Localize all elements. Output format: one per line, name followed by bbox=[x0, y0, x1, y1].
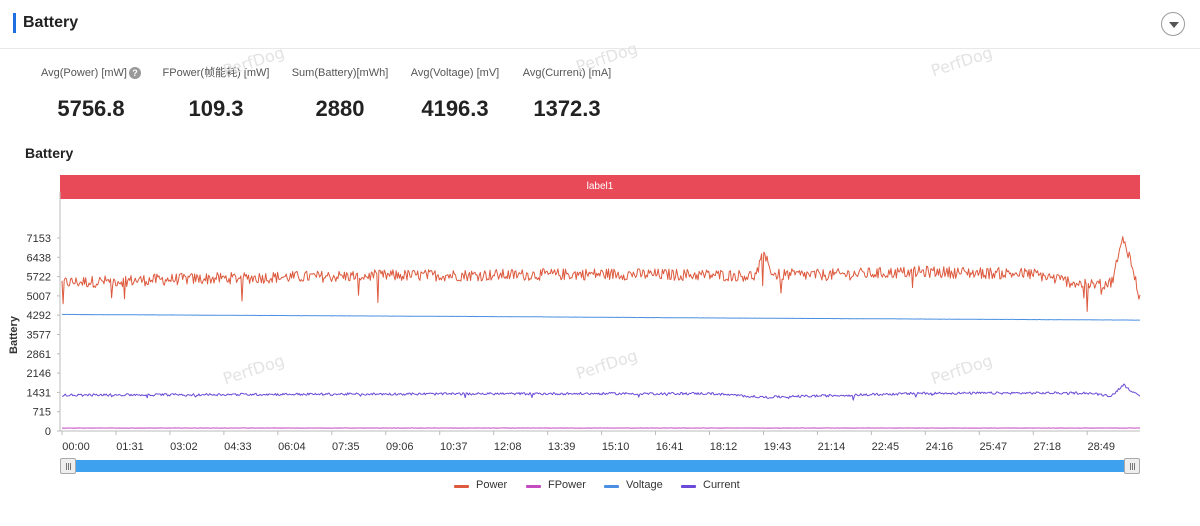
y-tick-label: 7153 bbox=[27, 233, 51, 245]
metric-avg-current: Avg(Current) [mA] 1372.3 bbox=[517, 64, 617, 122]
metrics-summary: Avg(Power) [mW]? 5756.8 FPower(帧能耗) [mW]… bbox=[0, 64, 700, 134]
legend-label: FPower bbox=[548, 479, 586, 491]
metric-label-text: Avg(Power) [mW] bbox=[41, 67, 127, 79]
metric-value: 2880 bbox=[315, 96, 365, 121]
metric-avg-power: Avg(Power) [mW]? 5756.8 bbox=[36, 64, 146, 122]
chart-section-title: Battery bbox=[25, 145, 74, 161]
series-line-voltage bbox=[62, 313, 1140, 321]
x-tick-label: 04:33 bbox=[224, 441, 252, 453]
label-band[interactable]: label1 bbox=[60, 175, 1140, 199]
chart-series bbox=[61, 236, 1141, 429]
y-tick-label: 0 bbox=[45, 426, 51, 438]
x-tick-label: 03:02 bbox=[170, 441, 198, 453]
x-tick-label: 21:14 bbox=[818, 441, 846, 453]
metric-sum-battery: Sum(Battery)[mWh] 2880 bbox=[285, 64, 395, 122]
x-tick-label: 18:12 bbox=[710, 441, 738, 453]
slider-track[interactable] bbox=[70, 460, 1130, 472]
x-tick-label: 09:06 bbox=[386, 441, 414, 453]
header-accent-bar bbox=[13, 13, 16, 33]
panel-title: Battery bbox=[23, 14, 79, 31]
y-tick-label: 1431 bbox=[27, 387, 51, 399]
legend-swatch bbox=[681, 485, 696, 488]
metric-value: 1372.3 bbox=[533, 96, 601, 121]
metric-value: 4196.3 bbox=[421, 96, 489, 121]
metric-avg-voltage: Avg(Voltage) [mV] 4196.3 bbox=[405, 64, 505, 122]
metric-label: FPower(帧能耗) [mW] bbox=[162, 67, 270, 79]
y-tick-label: 2861 bbox=[27, 349, 51, 361]
collapse-button[interactable] bbox=[1161, 12, 1185, 36]
slider-handle-right[interactable] bbox=[1124, 458, 1140, 474]
x-tick-label: 24:16 bbox=[926, 441, 954, 453]
x-tick-label: 16:41 bbox=[656, 441, 684, 453]
metric-fpower: FPower(帧能耗) [mW] 109.3 bbox=[160, 64, 272, 122]
y-tick-label: 3577 bbox=[27, 329, 51, 341]
help-icon[interactable]: ? bbox=[128, 67, 141, 79]
metric-label: Avg(Power) [mW]? bbox=[36, 64, 146, 82]
legend-label: Current bbox=[703, 479, 740, 491]
slider-handle-left[interactable] bbox=[60, 458, 76, 474]
x-tick-label: 25:47 bbox=[980, 441, 1008, 453]
panel-header: Battery bbox=[0, 0, 1200, 49]
metric-label: Sum(Battery)[mWh] bbox=[291, 67, 389, 79]
chevron-down-icon bbox=[1169, 22, 1179, 28]
y-tick-label: 2146 bbox=[27, 368, 51, 380]
x-tick-label: 07:35 bbox=[332, 441, 360, 453]
legend-swatch bbox=[454, 485, 469, 488]
x-tick-label: 15:10 bbox=[602, 441, 630, 453]
x-tick-label: 13:39 bbox=[548, 441, 576, 453]
x-tick-label: 19:43 bbox=[764, 441, 792, 453]
legend-swatch bbox=[526, 485, 541, 488]
time-range-slider[interactable] bbox=[60, 458, 1140, 474]
x-tick-label: 06:04 bbox=[278, 441, 306, 453]
series-line-power bbox=[61, 236, 1141, 312]
metric-value: 109.3 bbox=[188, 96, 244, 121]
chart-axes: 0 715 1431 2146 2861 3577 4292 5007 5722 6438 7153… bbox=[8, 192, 1140, 453]
y-tick-label: 5722 bbox=[27, 272, 51, 284]
y-axis-label: Battery bbox=[8, 315, 20, 354]
series-line-current bbox=[61, 383, 1141, 401]
legend-label: Voltage bbox=[626, 479, 663, 491]
y-tick-label: 715 bbox=[33, 407, 51, 419]
chart-legend: Power FPower Voltage Current bbox=[0, 478, 1200, 496]
x-tick-label: 12:08 bbox=[494, 441, 522, 453]
y-tick-label: 5007 bbox=[27, 291, 51, 303]
y-tick-label: 4292 bbox=[27, 310, 51, 322]
x-tick-label: 22:45 bbox=[872, 441, 900, 453]
legend-swatch bbox=[604, 485, 619, 488]
y-tick-label: 6438 bbox=[27, 252, 51, 264]
x-tick-label: 00:00 bbox=[62, 441, 90, 453]
legend-label: Power bbox=[476, 479, 508, 491]
metric-label: Avg(Current) [mA] bbox=[522, 67, 612, 79]
metric-label: Avg(Voltage) [mV] bbox=[410, 67, 500, 79]
x-tick-label: 27:18 bbox=[1034, 441, 1062, 453]
x-tick-label: 10:37 bbox=[440, 441, 468, 453]
x-tick-label: 01:31 bbox=[116, 441, 144, 453]
metric-value: 5756.8 bbox=[57, 96, 125, 121]
x-tick-label: 28:49 bbox=[1087, 441, 1115, 453]
